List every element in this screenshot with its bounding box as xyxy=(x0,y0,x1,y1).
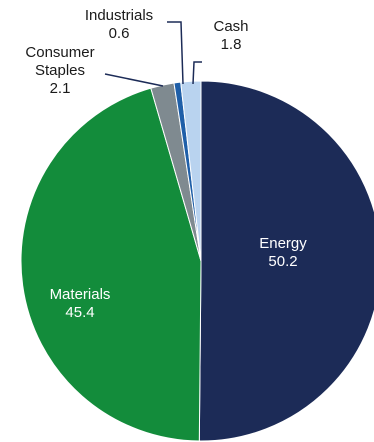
slice-name-cash: Cash xyxy=(213,18,248,35)
slice-value-materials: 45.4 xyxy=(65,304,94,321)
slice-label-cash: Cash 1.8 xyxy=(213,18,248,53)
slice-name-materials: Materials xyxy=(50,286,111,303)
slice-name-energy: Energy xyxy=(259,235,307,252)
slice-name-consumer-staples: Staples xyxy=(35,62,85,79)
leader-line-industrials xyxy=(167,21,184,85)
slice-name-consumer-staples: Consumer xyxy=(25,44,94,61)
slice-value-consumer-staples: 2.1 xyxy=(50,80,71,97)
slice-label-materials: Materials 45.4 xyxy=(50,286,111,321)
slice-value-industrials: 0.6 xyxy=(109,25,130,42)
leader-line-cash xyxy=(192,61,202,85)
pie-slice-energy xyxy=(198,80,374,442)
slice-value-energy: 50.2 xyxy=(268,253,297,270)
leader-line-consumer-staples xyxy=(104,73,164,87)
leader-lines xyxy=(104,21,202,87)
slice-name-industrials: Industrials xyxy=(85,7,153,24)
pie-slice-cash xyxy=(180,80,202,262)
slice-label-energy: Energy 50.2 xyxy=(259,235,307,270)
slice-label-industrials: Industrials 0.6 xyxy=(85,7,153,42)
slice-value-cash: 1.8 xyxy=(221,36,242,53)
pie-slices xyxy=(20,80,374,442)
pie-slice-materials xyxy=(20,87,202,442)
slice-label-consumer-staples: Consumer Staples 2.1 xyxy=(25,44,94,97)
slice-labels: Energy 50.2 Materials 45.4 Consumer Staples 2.… xyxy=(25,7,307,321)
